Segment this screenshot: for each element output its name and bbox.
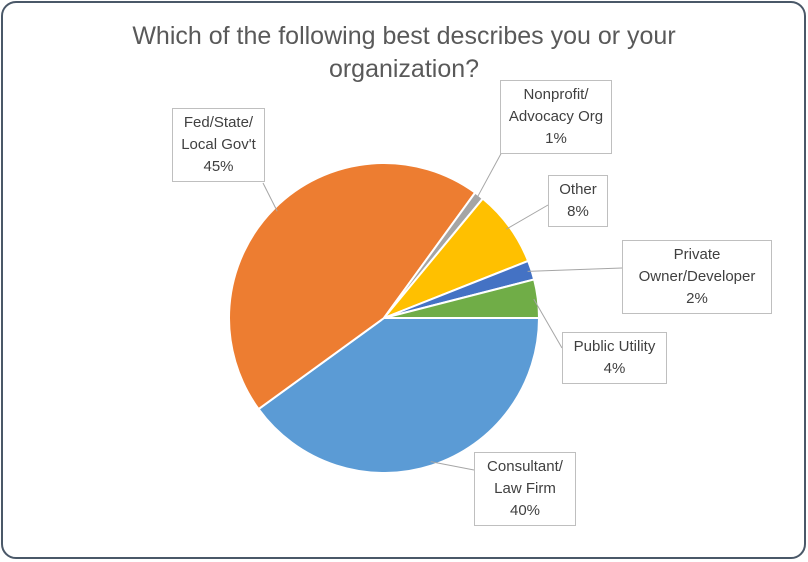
value-label: 45% [203,158,234,175]
pie-slice [228,162,477,411]
category-label: Public Utility [573,338,656,355]
data-label: Public Utility 4% [562,332,667,384]
category-label: Consultant/ Law Firm [487,458,563,497]
leader-line [262,182,278,212]
data-label: Other 8% [548,175,608,227]
value-label: 4% [603,360,626,377]
leader-line [476,149,504,199]
category-label: Private Owner/Developer [638,246,756,285]
value-label: 40% [509,502,541,519]
data-label: Consultant/ Law Firm 40% [474,452,576,526]
value-label: 1% [545,130,567,147]
leader-line [527,267,623,272]
category-label: Nonprofit/ Advocacy Org [508,86,604,125]
value-label: 8% [567,203,589,220]
pie-slice [257,317,541,474]
category-label: Fed/State/ Local Gov't [181,114,256,153]
leader-line [430,461,475,471]
data-label: Nonprofit/ Advocacy Org 1% [500,80,612,154]
category-label: Other [559,181,597,198]
chart-title: Which of the following best describes yo… [132,22,676,83]
pie-slice [383,278,541,319]
data-label: Private Owner/Developer 2% [622,240,772,314]
leader-line [533,298,563,349]
data-label: Fed/State/ Local Gov't 45% [172,108,265,182]
value-label: 2% [686,290,708,307]
leader-line [505,204,549,230]
